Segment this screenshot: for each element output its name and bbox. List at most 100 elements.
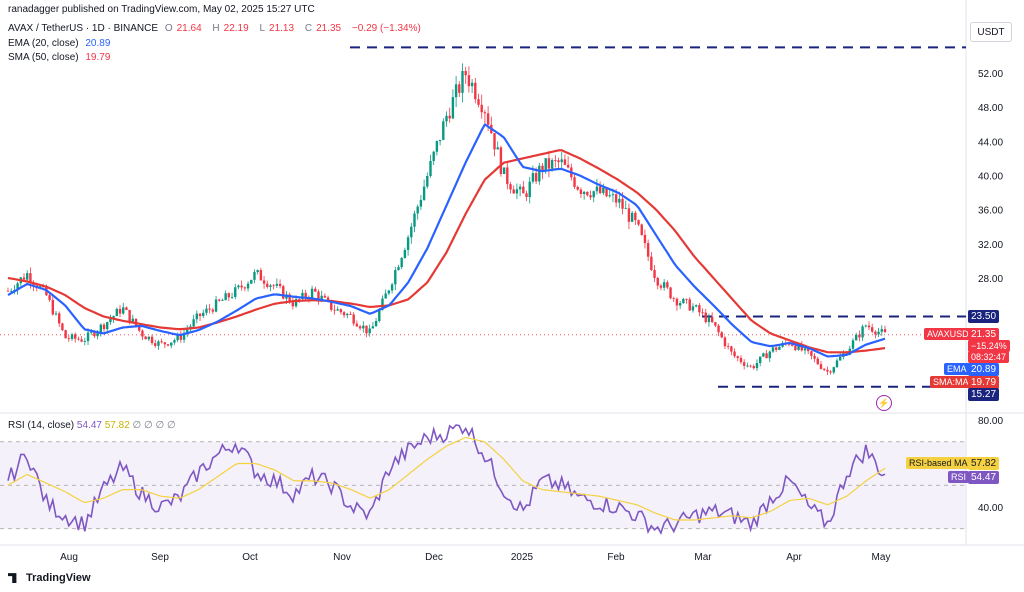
price-tick-label: 48.00 [978,103,1003,114]
candle-body [406,237,410,250]
rsi-tick-label: 80.00 [978,416,1003,427]
candle-body [851,340,855,349]
candle-body [74,334,77,339]
price-tick-label: 32.00 [978,240,1003,251]
candle-body [214,299,218,312]
candle-body [429,160,432,176]
candle-body [566,164,570,168]
candle-body [611,194,615,196]
candle-body [790,344,794,346]
candle-body [266,283,269,287]
candle-body [122,307,125,314]
candle-body [480,104,483,113]
candle-body [723,337,727,347]
candle-body [672,298,675,300]
candle-body [758,356,762,364]
candle-body [662,282,666,288]
time-tick-label: Sep [151,552,169,563]
candle-body [365,325,368,334]
candle-body [243,287,247,289]
candle-body [246,283,250,289]
candle-body [192,319,195,327]
candle-body [326,297,330,301]
candle-body [451,97,455,119]
sma-legend[interactable]: SMA (50, close) 19.79 [8,52,114,63]
published-note: ranadagger published on TradingView.com,… [8,4,315,15]
tv-logo-icon [8,573,17,584]
resistance-label: 23.50 [968,310,1000,323]
candle-body [410,226,413,238]
candle-body [730,346,733,352]
candle-body [560,159,563,163]
candle-body [448,115,451,119]
candle-body [534,173,538,182]
candle-body [624,208,627,210]
candle-body [426,175,429,187]
candle-body [669,287,672,299]
candle-body [70,334,74,339]
candle-body [29,273,32,283]
candle-body [202,312,205,317]
rsi-tag: RSI [948,471,970,483]
candle-body [544,158,547,172]
rsi-legend[interactable]: RSI (14, close) 54.47 57.82 ∅ ∅ ∅ ∅ [8,420,176,431]
candle-body [278,283,282,287]
candle-body [592,191,595,198]
candle-body [586,191,589,196]
candle-body [717,325,720,333]
candle-body [714,322,717,326]
candle-body [288,294,291,303]
candle-body [595,186,599,192]
candle-body [112,316,115,320]
candle-body [630,212,634,222]
candle-body [355,323,359,327]
candle-body [438,139,442,142]
price-tick-label: 28.00 [978,274,1003,285]
candle-body [182,332,186,340]
candle-body [298,299,301,300]
candle-body [883,329,887,333]
candle-body [557,160,560,163]
ema-tag: EMA [944,363,970,375]
candle-body [208,308,211,310]
candle-body [608,195,611,197]
candle-body [810,351,813,356]
currency-button[interactable]: USDT [970,22,1012,42]
tradingview-logo: TradingView [8,572,91,584]
candle-body [237,285,240,288]
candle-body [547,158,551,169]
candle-body [115,308,119,317]
candle-body [403,249,407,258]
candle-body [838,356,842,361]
candle-body [704,312,707,323]
candle-body [147,336,151,340]
candle-body [589,195,592,198]
candle-body [96,332,99,337]
candle-body [618,198,621,203]
candle-body [118,308,122,314]
candle-body [374,321,378,327]
time-tick-label: Mar [694,552,712,563]
candle-body [515,189,519,194]
symbol-title: AVAX / TetherUS · 1D · BINANCE [8,23,159,34]
rsi-tick-label: 40.00 [978,503,1003,514]
candle-body [269,285,272,287]
moving-averages [7,123,886,358]
candle-body [877,331,880,335]
candle-body [419,199,423,207]
candlesticks [6,63,887,376]
candle-body [64,330,67,339]
candle-body [371,326,375,329]
candle-body [346,313,349,316]
candle-body [640,224,643,235]
ema-legend[interactable]: EMA (20, close) 20.89 [8,38,114,49]
alert-icon[interactable]: ⚡ [876,395,892,411]
candle-body [685,298,688,300]
candle-body [358,326,362,329]
candle-body [835,360,839,368]
candle-body [605,187,608,197]
candle-body [650,256,653,271]
candle-body [234,287,237,297]
